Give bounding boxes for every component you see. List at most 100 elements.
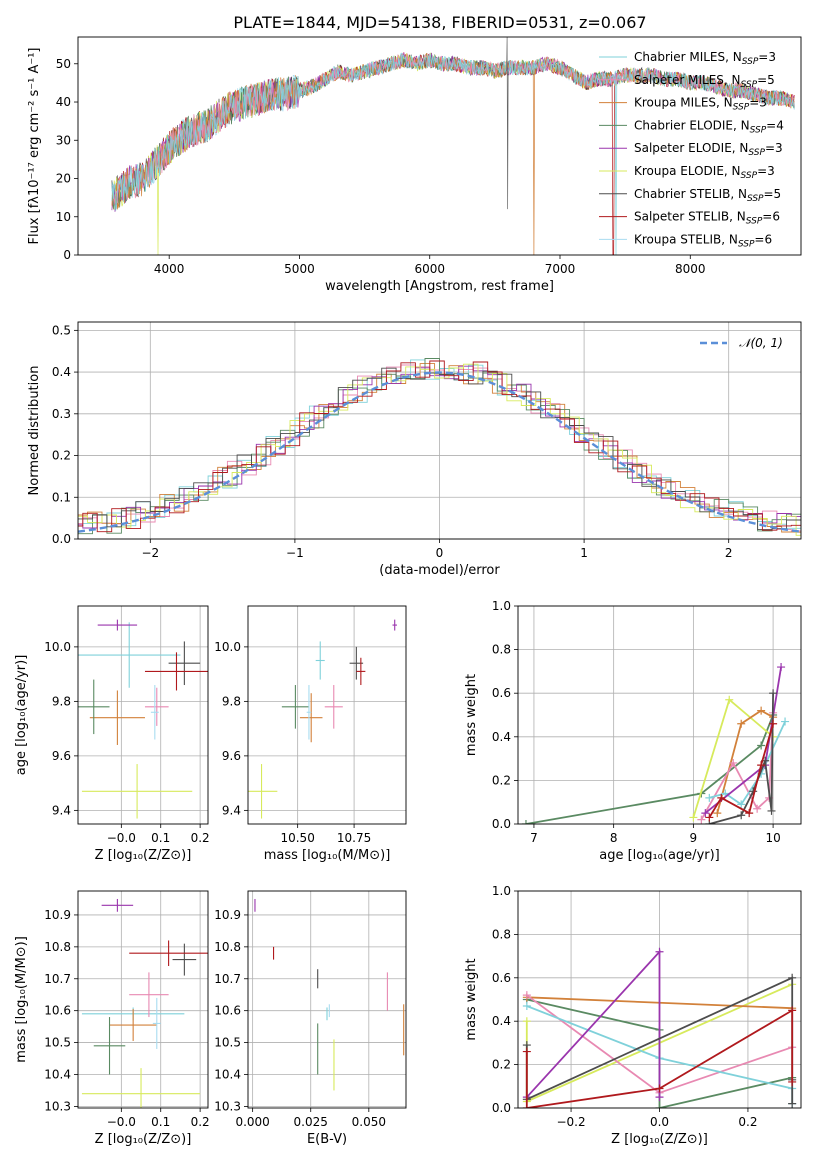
y-axis-label: mass [log₁₀(M/M⊙)] <box>14 936 29 1063</box>
y-tick-label: 0.0 <box>492 1101 511 1115</box>
y-tick-label: 10.3 <box>44 1099 71 1113</box>
series-marker <box>717 793 726 802</box>
axes-residuals: −2 −1 0 1 2 0.0 0.1 0.2 0.3 0.4 0.5 (data-model)/er… <box>27 322 801 578</box>
x-tick-label: 5000 <box>284 262 315 276</box>
data-spike <box>506 37 509 210</box>
series-marker <box>705 793 714 802</box>
series-marker <box>788 1077 797 1086</box>
y-tick-label: 40 <box>56 95 71 109</box>
points-age-vs-Z <box>78 619 208 819</box>
axes-spectrum: 4000 5000 6000 7000 8000 0 10 20 30 40 50 wavelengt… <box>27 48 706 295</box>
x-tick-label: 0.2 <box>738 1115 757 1129</box>
y-tick-label: 0.0 <box>52 532 71 546</box>
histogram-c6 <box>78 367 801 536</box>
gaussian-curve <box>78 371 801 533</box>
legend-label: Salpeter ELODIE, NSSP=3 <box>634 141 783 158</box>
y-tick-label: 9.8 <box>52 694 71 708</box>
x-tick-label: 10 <box>765 831 780 845</box>
x-axis-label: E(B-V) <box>307 1132 347 1147</box>
series-marker <box>745 809 754 818</box>
y-tick-label: 0.8 <box>492 927 511 941</box>
x-tick-label: 8 <box>610 831 618 845</box>
legend-label: Salpeter MILES, NSSP=5 <box>634 73 775 90</box>
series-marker <box>655 947 664 956</box>
series-marker <box>697 815 706 824</box>
x-axis-label: wavelength [Angstrom, rest frame] <box>325 279 554 294</box>
histogram-c2 <box>78 363 801 533</box>
series-marker <box>655 1084 664 1093</box>
y-tick-label: 0.4 <box>492 1014 511 1028</box>
x-axis-label: age [log₁₀(age/yr)] <box>599 848 720 863</box>
x-tick-label: 10.50 <box>280 831 314 845</box>
series-line-0 <box>525 714 774 824</box>
age-vs-mass-frame <box>247 605 407 825</box>
x-tick-label: 0.025 <box>294 1115 328 1129</box>
x-tick-label: 0.0 <box>650 1115 669 1129</box>
series-marker <box>788 1006 797 1015</box>
spectrum-line-c0 <box>111 53 795 255</box>
histogram-c4 <box>78 365 801 529</box>
lines-weight-vs-Z <box>522 947 797 1108</box>
weight-vs-age-frame <box>517 605 802 825</box>
series-line-4 <box>709 721 786 806</box>
series-marker <box>522 1017 531 1026</box>
series-marker <box>788 973 797 982</box>
axes-mass-vs-Z: −0.0 0.1 0.2 10.3 10.4 10.5 10.6 10.7 10.8 10.9 Z … <box>14 891 210 1147</box>
y-axis-label: Flux [fλ10⁻¹⁷ erg cm⁻² s⁻¹ A⁻¹] <box>27 48 42 245</box>
y-tick-label: 10.9 <box>44 908 71 922</box>
y-tick-label: 10.9 <box>214 908 241 922</box>
y-tick-label: 0.0 <box>492 817 511 831</box>
y-tick-label: 0.4 <box>492 730 511 744</box>
series-marker <box>767 806 776 815</box>
series-marker <box>522 1047 531 1056</box>
y-tick-label: 10.7 <box>44 972 71 986</box>
series-marker <box>788 1099 797 1108</box>
series-marker <box>522 991 531 1000</box>
y-tick-label: 10.6 <box>44 1004 71 1018</box>
series-marker <box>781 717 790 726</box>
series-marker <box>737 719 746 728</box>
series-marker <box>777 663 786 672</box>
y-axis-label: Normed distribution <box>27 366 42 496</box>
x-axis-label: Z [log₁₀(Z/Z⊙)] <box>611 1132 708 1147</box>
x-tick-label: 7 <box>530 831 538 845</box>
y-tick-label: 0.2 <box>492 773 511 787</box>
series-marker <box>713 809 722 818</box>
chart-title: PLATE=1844, MJD=54138, FIBERID=0531, z=0… <box>233 13 646 32</box>
series-marker <box>753 804 762 813</box>
series-marker <box>769 719 778 728</box>
points-mass-vs-Z <box>81 898 208 1108</box>
y-tick-label: 1.0 <box>492 599 511 613</box>
x-axis-label: Z [log₁₀(Z/Z⊙)] <box>95 1132 192 1147</box>
y-tick-label: 0.6 <box>492 971 511 985</box>
y-tick-label: 9.4 <box>52 803 71 817</box>
histograms <box>78 358 801 536</box>
y-tick-label: 20 <box>56 172 71 186</box>
weight-vs-Z-frame <box>517 890 802 1109</box>
lines-weight-vs-age <box>521 663 790 824</box>
series-marker <box>725 695 734 704</box>
series-marker <box>521 820 530 824</box>
series-marker <box>737 811 746 820</box>
x-tick-label: 0.1 <box>151 831 170 845</box>
y-tick-label: 10.0 <box>214 640 241 654</box>
x-tick-label: 7000 <box>545 262 576 276</box>
x-tick-label: −2 <box>141 546 159 560</box>
y-tick-label: 0.3 <box>52 407 71 421</box>
axes-weight-vs-Z: −0.2 0.0 0.2 0.0 0.2 0.4 0.6 0.8 1.0 Z [log₁₀(Z/Z… <box>464 884 801 1147</box>
y-tick-label: 0.6 <box>492 686 511 700</box>
y-tick-label: 10.8 <box>44 940 71 954</box>
axes-mass-vs-EBV: 0.000 0.025 0.050 10.3 10.4 10.5 10.6 10.7 10.8 1… <box>214 891 406 1147</box>
x-tick-label: 0.2 <box>191 831 210 845</box>
axes-weight-vs-age: 7 8 9 10 0.0 0.2 0.4 0.6 0.8 1.0 age [log₁₀(age/yr… <box>464 599 801 863</box>
y-tick-label: 0.2 <box>52 449 71 463</box>
y-tick-label: 10.7 <box>214 972 241 986</box>
points-age-vs-mass <box>248 619 397 819</box>
series-marker <box>655 1093 664 1102</box>
legend-label: Salpeter STELIB, NSSP=6 <box>634 210 780 227</box>
x-axis-label: mass [log₁₀(M/M⊙)] <box>264 848 391 863</box>
x-tick-label: 0.050 <box>352 1115 386 1129</box>
x-axis-label: (data-model)/error <box>379 563 500 578</box>
spectrum-line-c2 <box>111 53 795 255</box>
